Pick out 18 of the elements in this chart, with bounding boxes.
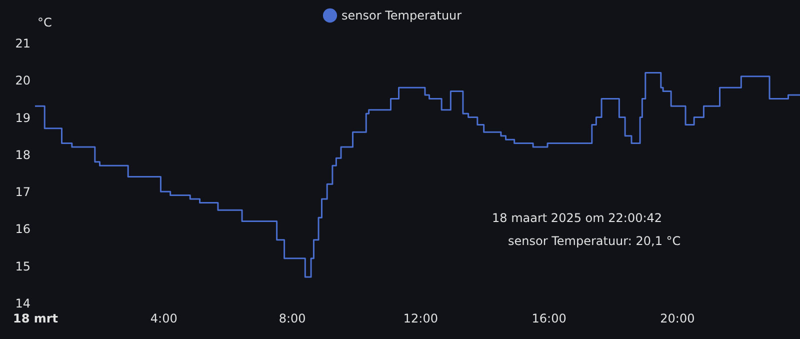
x-tick-label: 12:00	[403, 312, 438, 326]
x-tick-label: 16:00	[532, 312, 566, 326]
x-tick-label: 4:00	[150, 312, 178, 326]
annotation: 18 maart 2025 om 22:00:42	[492, 211, 662, 225]
y-axis-title: °C	[38, 16, 52, 30]
y-tick-label: 16	[15, 222, 30, 236]
y-tick-label: 20	[15, 74, 30, 88]
legend-label: sensor Temperatuur	[342, 8, 462, 22]
y-tick-label: 14	[15, 296, 30, 310]
annotation: sensor Temperatuur: 20,1 °C	[508, 234, 681, 248]
y-tick-label: 17	[15, 185, 30, 200]
y-tick-label: 15	[15, 259, 30, 274]
x-tick-label: 18 mrt	[12, 312, 58, 326]
y-tick-label: 19	[15, 110, 30, 125]
y-tick-label: 18	[15, 148, 30, 162]
x-tick-label: 8:00	[278, 312, 306, 326]
x-tick-label: 20:00	[660, 312, 695, 326]
y-tick-label: 21	[15, 36, 30, 50]
